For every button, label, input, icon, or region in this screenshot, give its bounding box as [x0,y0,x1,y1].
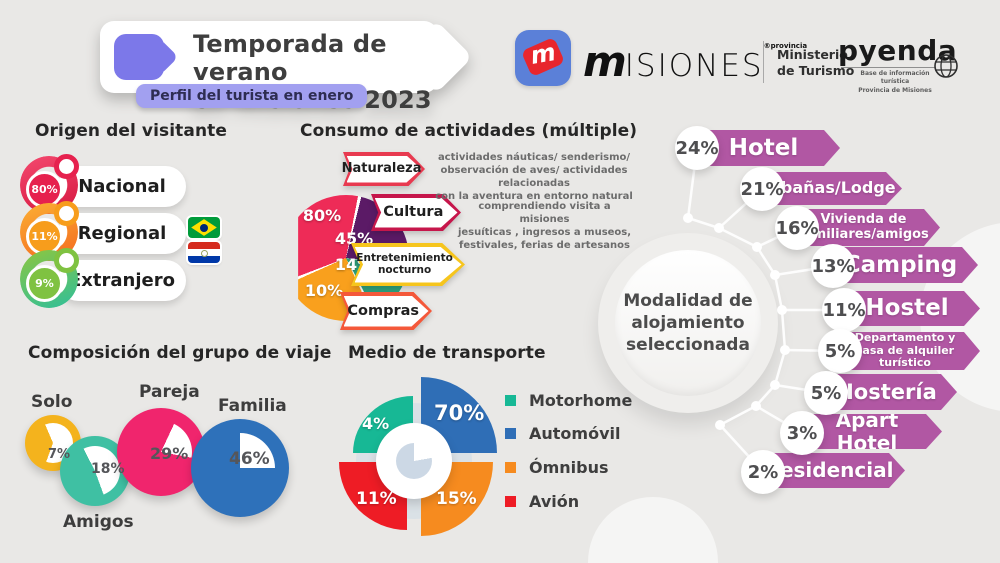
legend-swatch-avion [505,496,516,507]
lodging-banner-vivienda: Vivienda de familiares/amigos [797,209,940,246]
ring-dot [54,154,79,179]
group-label-solo: Solo [31,392,73,412]
group-label-pareja: Pareja [139,382,200,402]
lodging-banner-residencial: Residencial [763,453,905,488]
legend-item-motorhome: Motorhome [505,391,632,410]
header-banner: Temporada de verano en Misiones 2023 [100,21,438,114]
transport-value-motorhome: 4% [362,414,390,433]
wordmark-m: m [583,37,627,86]
lodging-value-apart-hotel: 3% [780,411,824,455]
lodging-value-hostel: 11% [822,288,866,332]
lodging-hub: Modalidad de alojamiento seleccionada [615,250,761,396]
pyenda-underline [841,67,935,68]
misiones-logo-m: m [528,38,558,70]
origin-pill-extranjero: Extranjero [58,260,186,301]
legend-swatch-omnibus [505,462,516,473]
transport-value-omnibus: 15% [436,489,477,509]
origin-value-extranjero: 9% [26,265,63,302]
group-donut-pareja [117,408,205,496]
header-tag-icon [114,34,164,80]
lodging-banner-hotel: Hotel [697,130,840,166]
group-value-amigos: 18% [91,461,125,477]
transport-value-automovil: 70% [434,401,485,425]
origin-section-title: Origen del visitante [35,121,228,141]
legend-item-omnibus: Ómnibus [505,458,609,477]
activities-value-naturaleza: 80% [302,206,342,225]
origin-value-regional: 11% [26,218,63,255]
origin-pill-nacional: Nacional [58,166,186,207]
pyenda-subtext-line2: Provincia de Misiones [858,86,932,94]
lodging-value-departamento: 5% [818,329,862,373]
lodging-hub-label: Modalidad de alojamiento seleccionada [623,290,753,356]
group-label-amigos: Amigos [63,512,134,532]
transport-section-title: Medio de transporte [348,343,546,363]
activity-tag-entretenimiento: Entretenimiento nocturno [351,243,465,286]
ring-dot [54,201,79,226]
pyenda-subtext-line1: Base de información turística [860,70,930,86]
legend-item-avion: Avión [505,492,579,511]
group-value-solo: 7% [48,447,71,462]
lodging-value-hosteria: 5% [804,371,848,415]
legend-swatch-motorhome [505,395,516,406]
lodging-value-camping: 13% [811,244,855,288]
lodging-value-cabanas: 21% [740,167,784,211]
legend-swatch-automovil [505,428,516,439]
activity-tag-naturaleza: Naturaleza [342,152,425,186]
paraguay-flag-icon [188,242,220,263]
origin-value-nacional: 80% [26,171,63,208]
misiones-logo-icon: m [515,30,571,86]
activity-tag-cultura: Cultura [371,194,461,231]
ministry-label: Ministerio de Turismo [777,47,855,78]
transport-value-avion: 11% [356,489,397,509]
lodging-banner-departamento: Departamento y casa de alquiler turístic… [840,332,980,370]
pyenda-subtext: Base de información turística Provincia … [852,70,938,95]
origin-pill-regional: Regional [58,213,186,254]
wordmark-rest: ISIONES [624,48,764,84]
brand-divider [763,41,764,83]
activities-section-title: Consumo de actividades (múltiple) [300,121,638,141]
lodging-value-vivienda: 16% [775,206,819,250]
lodging-banner-cabanas: Cabañas/Lodge [762,172,902,205]
wordmark-registered: ®provincia [763,42,808,50]
transport-center [376,423,452,499]
legend-item-automovil: Automóvil [505,424,620,443]
activity-note-cultura: comprendiendo visita a misiones jesuític… [457,201,632,251]
ring-dot [54,248,79,273]
group-donut-familia [191,419,289,517]
lodging-value-hotel: 24% [675,126,719,170]
brazil-flag-icon [188,217,220,238]
activity-note-naturaleza: actividades náuticas/ senderismo/ observ… [435,152,633,202]
group-donut-amigos [60,436,130,506]
pie-chart-icon [396,443,432,479]
lodging-value-residencial: 2% [741,450,785,494]
connector-web [683,147,844,473]
page-subtitle: Perfil del turista en enero [136,84,368,108]
group-section-title: Composición del grupo de viaje [28,343,332,363]
page-title-line1: Temporada de verano [193,30,387,87]
lodging-banner-camping: Camping [833,247,978,283]
group-value-familia: 46% [229,449,270,469]
misiones-wordmark: mISIONES®provincia [583,37,807,86]
activity-tag-compras: Compras [340,292,432,330]
activities-value-compras: 10% [304,281,344,300]
group-value-pareja: 29% [150,444,189,463]
group-label-familia: Familia [218,396,287,416]
lodging-banner-hostel: Hostel [844,291,980,326]
globe-icon [934,54,958,78]
percent-ring-icon-extranjero: 9% [20,248,79,308]
